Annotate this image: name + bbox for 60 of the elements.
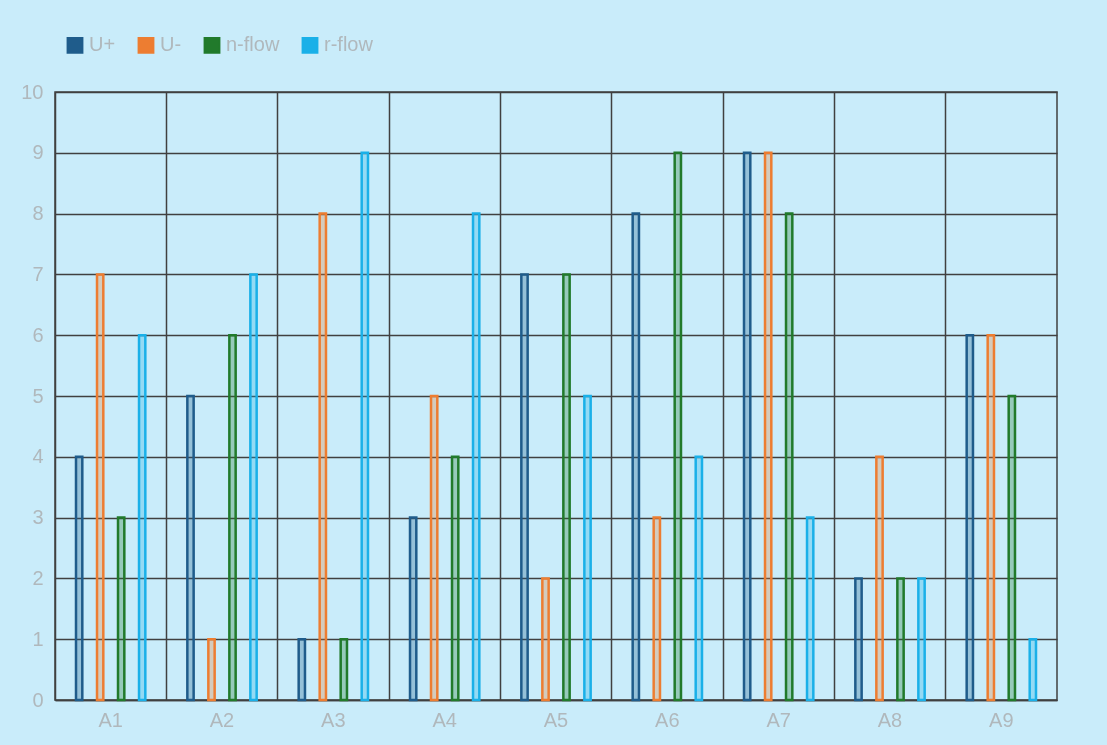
y-tick-label: 10 xyxy=(21,80,44,103)
y-tick-label: 9 xyxy=(32,141,44,164)
bar xyxy=(137,333,147,702)
bar xyxy=(249,273,258,702)
bar xyxy=(742,151,752,702)
bar xyxy=(854,577,863,702)
y-tick-label: 3 xyxy=(32,506,44,529)
bar xyxy=(631,212,641,702)
x-tick-label: A3 xyxy=(321,708,346,731)
bar xyxy=(339,637,349,702)
bar xyxy=(297,637,307,702)
y-tick-label: 1 xyxy=(32,627,44,650)
y-tick-label: 5 xyxy=(32,384,44,407)
legend-label: U- xyxy=(160,33,182,56)
y-tick-label: 8 xyxy=(32,202,44,225)
bar xyxy=(74,455,84,702)
legend-label: r-flow xyxy=(324,33,374,56)
bar xyxy=(875,455,884,702)
y-tick-label: 2 xyxy=(32,566,44,589)
bar xyxy=(408,516,418,702)
bar xyxy=(116,516,126,702)
x-tick-label: A9 xyxy=(989,708,1014,731)
bar xyxy=(673,151,683,702)
legend-label: n-flow xyxy=(226,33,280,56)
bar xyxy=(583,394,592,702)
x-tick-label: A2 xyxy=(209,708,235,731)
x-tick-label: A4 xyxy=(432,708,457,731)
bar xyxy=(896,577,905,702)
bar xyxy=(520,273,529,702)
y-tick-label: 4 xyxy=(32,445,44,468)
y-tick-label: 6 xyxy=(32,323,44,346)
bar xyxy=(965,333,975,702)
x-tick-label: A7 xyxy=(766,708,791,731)
bar xyxy=(429,394,439,702)
bar xyxy=(986,333,996,702)
bar xyxy=(763,151,773,702)
y-tick-label: 7 xyxy=(32,262,44,285)
bar xyxy=(207,637,216,702)
bar xyxy=(541,577,550,702)
x-tick-label: A1 xyxy=(98,708,123,731)
bar xyxy=(652,516,662,702)
bar xyxy=(805,516,815,702)
bar xyxy=(1007,394,1017,702)
bar xyxy=(95,273,105,702)
x-tick-label: A8 xyxy=(877,708,903,731)
bar xyxy=(694,455,704,702)
x-tick-label: A5 xyxy=(543,708,569,731)
bar xyxy=(360,151,370,702)
bar xyxy=(186,394,195,702)
bar xyxy=(471,212,481,702)
legend-label: U+ xyxy=(89,33,116,56)
bar xyxy=(1028,637,1038,702)
bar xyxy=(784,212,794,702)
bar xyxy=(228,333,237,702)
bar xyxy=(562,273,571,702)
bar xyxy=(318,212,328,702)
bar xyxy=(917,577,926,702)
x-tick-label: A6 xyxy=(655,708,680,731)
y-tick-label: 0 xyxy=(32,688,44,711)
bar xyxy=(450,455,460,702)
